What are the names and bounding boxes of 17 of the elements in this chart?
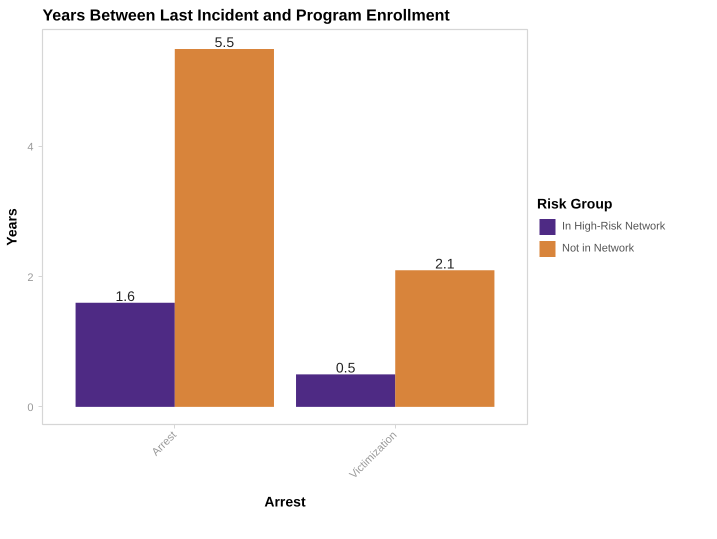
data-label: 5.5 <box>214 34 234 50</box>
y-tick-label: 2 <box>27 272 34 284</box>
data-label: 0.5 <box>336 359 356 376</box>
y-tick-label: 4 <box>27 142 34 154</box>
bar <box>76 302 175 407</box>
data-label: 1.6 <box>115 288 136 304</box>
legend-label: In High-Risk Network <box>562 220 666 232</box>
y-tick-label: 0 <box>27 402 34 414</box>
legend-label: Not in Network <box>562 242 634 254</box>
legend-title: Risk Group <box>537 195 614 211</box>
bar <box>296 374 396 407</box>
bar <box>174 49 274 407</box>
data-label: 2.1 <box>435 255 455 272</box>
bar <box>395 270 494 407</box>
x-axis-title: Arrest <box>264 494 306 510</box>
chart-title: Years Between Last Incident and Program Enrollment <box>42 8 450 24</box>
y-axis-title: Years <box>3 208 20 246</box>
